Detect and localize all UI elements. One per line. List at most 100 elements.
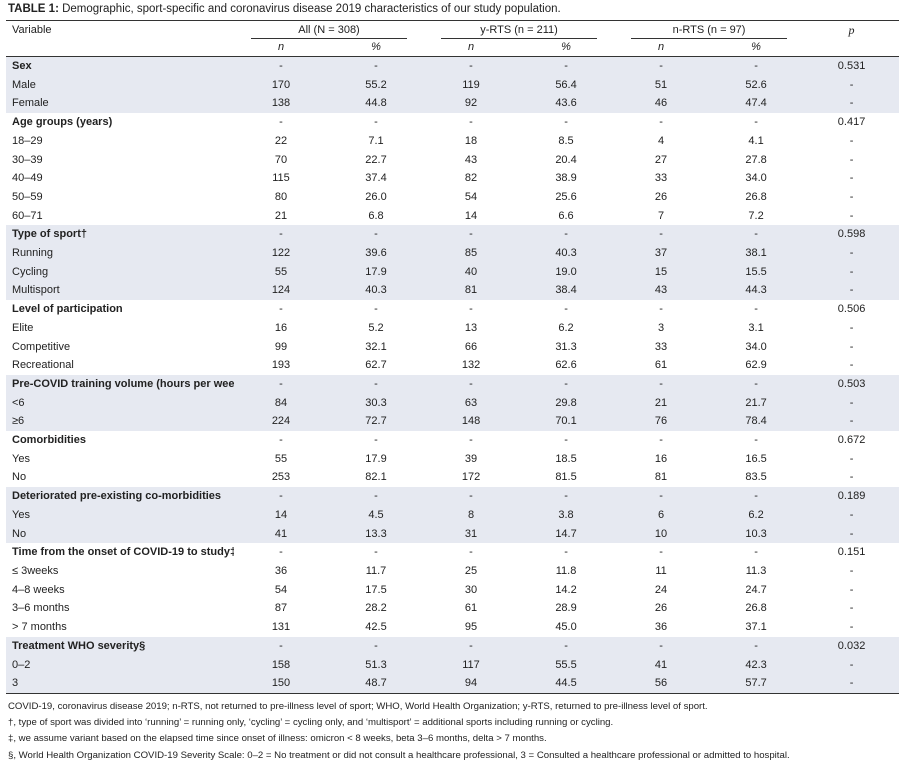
cell: 70 <box>274 153 288 166</box>
cell: - <box>849 265 854 278</box>
cell: 0.032 <box>837 639 866 652</box>
row-label: Male <box>12 78 36 91</box>
cell: 15 <box>654 265 668 278</box>
cell: - <box>659 377 663 390</box>
cell: 115 <box>272 172 290 185</box>
data-row: 30–39 70 22.7 43 20.4 27 27.8 - <box>6 151 899 170</box>
data-row: Yes 14 4.5 8 3.8 6 6.2 - <box>6 505 900 525</box>
cell: 26.8 <box>745 602 767 615</box>
row-label: 30–39 <box>12 153 43 166</box>
cell: 29.8 <box>555 396 577 409</box>
cell: 54 <box>464 190 478 203</box>
cell: - <box>754 377 758 390</box>
subheader-row: n% n% n% <box>6 39 900 57</box>
section-label: Deteriorated pre-existing co-morbidities <box>12 490 222 503</box>
cell: 19.0 <box>555 265 577 278</box>
cell: 31 <box>464 527 478 540</box>
cell: - <box>564 546 568 559</box>
section-row: Pre-COVID training volume (hours per wee… <box>6 374 900 394</box>
cell: 124 <box>271 284 291 297</box>
cell: - <box>849 415 854 428</box>
row-label: Cycling <box>12 265 49 278</box>
cell: 52.6 <box>745 78 767 91</box>
cell: 10.3 <box>745 527 767 540</box>
section-label: Comorbidities <box>12 434 86 447</box>
cell: 6 <box>657 508 665 521</box>
row-label: 50–59 <box>12 190 43 203</box>
cell: 24.7 <box>745 583 767 596</box>
cell: 62.9 <box>745 359 767 372</box>
cell: 13.3 <box>365 527 387 540</box>
table-section: Deteriorated pre-existing co-morbidities… <box>6 487 900 544</box>
cell: 148 <box>461 415 481 428</box>
group-label: All (N = 308) <box>250 22 408 39</box>
cell: 34.0 <box>745 340 767 353</box>
cell: - <box>279 377 283 390</box>
data-row: Elite 16 5.2 13 6.2 3 3.1 - <box>6 319 899 338</box>
data-row: > 7 months 131 42.5 95 45.0 36 37.1 - <box>6 618 899 637</box>
cell: 31.3 <box>555 340 577 353</box>
cell: 44.5 <box>555 677 577 690</box>
cell: 17.9 <box>365 452 387 465</box>
table-section: Sex - - - - - -0.531 Male 170 55.2 119 56.4 51 52.6- F… <box>6 56 900 114</box>
header-p: p <box>848 23 855 37</box>
subheader-cell: n <box>277 41 285 53</box>
cell: - <box>849 284 854 297</box>
cell: 51 <box>654 78 668 91</box>
cell: 70.1 <box>555 415 577 428</box>
cell: - <box>754 60 758 72</box>
cell: - <box>564 60 568 72</box>
data-row: 50–59 80 26.0 54 25.6 26 26.8 - <box>6 188 899 207</box>
cell: 6.2 <box>558 321 574 334</box>
cell: 87 <box>274 602 288 615</box>
cell: 36 <box>654 621 668 634</box>
cell: 0.506 <box>837 303 866 316</box>
cell: 66 <box>464 340 478 353</box>
subheader-cell: % <box>561 41 571 53</box>
cell: - <box>564 303 568 316</box>
cell: 51.3 <box>365 658 387 671</box>
cell: 85 <box>464 247 478 260</box>
cell: 8.5 <box>558 134 574 147</box>
section-label: Level of participation <box>12 303 123 316</box>
table-title: TABLE 1: Demographic, sport-specific and… <box>8 3 561 15</box>
cell: - <box>849 340 854 353</box>
data-row: 40–49 115 37.4 82 38.9 33 34.0 - <box>6 169 899 188</box>
cell: - <box>659 490 663 503</box>
row-label: 40–49 <box>12 172 43 185</box>
row-label: 3–6 months <box>12 602 70 615</box>
cell: 38.4 <box>555 284 577 297</box>
cell: 46 <box>654 97 668 110</box>
cell: - <box>279 303 283 316</box>
cell: 47.4 <box>745 97 767 110</box>
cell: - <box>849 359 854 372</box>
header-group: y-RTS (n = 211) <box>424 21 614 39</box>
cell: 0.151 <box>837 546 866 559</box>
header-group: All (N = 308) <box>234 21 424 39</box>
cell: 37.1 <box>745 621 767 634</box>
cell: - <box>564 639 568 652</box>
cell: - <box>754 303 758 316</box>
data-row: No 253 82.1 172 81.5 81 83.5 - <box>6 468 899 487</box>
title-text: Demographic, sport-specific and coronavi… <box>62 3 561 15</box>
subheader-cell: n <box>657 41 665 53</box>
cell: 55 <box>274 265 288 278</box>
data-row: 60–71 21 6.8 14 6.6 7 7.2 - <box>6 207 899 226</box>
cell: - <box>279 434 283 447</box>
cell: 5.2 <box>368 321 384 334</box>
cell: 15.5 <box>745 265 767 278</box>
row-label: Yes <box>12 508 30 521</box>
cell: - <box>279 490 283 503</box>
cell: 27.8 <box>745 153 767 166</box>
section-label: Age groups (years) <box>12 116 113 129</box>
cell: 32.1 <box>365 340 387 353</box>
cell: 40 <box>464 265 478 278</box>
cell: 16.5 <box>745 452 767 465</box>
cell: - <box>564 116 568 129</box>
row-label: 18–29 <box>12 134 43 147</box>
cell: 62.6 <box>555 359 577 372</box>
data-row: Competitive 99 32.1 66 31.3 33 34.0 - <box>6 338 899 357</box>
cell: 0.503 <box>837 377 866 390</box>
cell: 6.2 <box>748 508 764 521</box>
cell: 33 <box>654 172 668 185</box>
